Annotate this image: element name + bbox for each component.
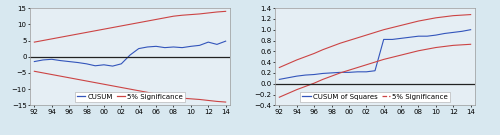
Legend: CUSUM, 5% Significance: CUSUM, 5% Significance — [75, 92, 185, 102]
Legend: CUSUM of Squares, 5% Significance: CUSUM of Squares, 5% Significance — [300, 92, 450, 102]
